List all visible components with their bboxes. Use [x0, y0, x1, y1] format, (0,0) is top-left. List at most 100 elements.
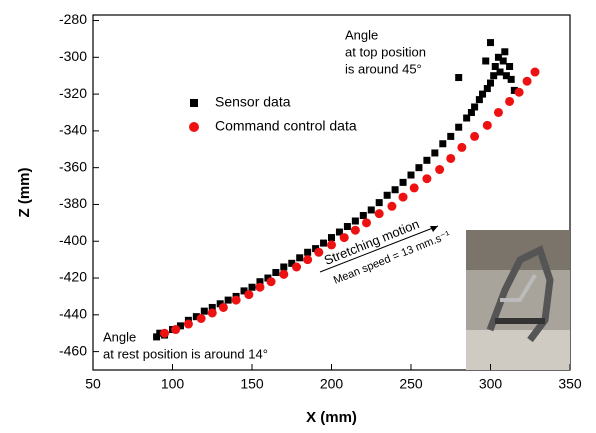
command-point — [303, 255, 313, 265]
command-point — [207, 308, 217, 318]
y-tick-label: -460 — [59, 342, 87, 358]
command-point — [374, 209, 384, 219]
sensor-point — [475, 96, 483, 104]
legend-label: Command control data — [215, 118, 357, 134]
sensor-point — [491, 63, 499, 71]
command-point — [482, 120, 492, 130]
sensor-point — [431, 149, 439, 157]
sensor-point — [487, 39, 494, 47]
sensor-point — [467, 108, 475, 116]
sensor-point — [304, 248, 312, 256]
sensor-point — [208, 303, 216, 311]
command-point — [446, 153, 456, 163]
command-point — [470, 131, 480, 141]
sensor-point — [176, 322, 184, 330]
command-point — [183, 319, 193, 329]
sensor-point — [383, 191, 391, 199]
command-point — [279, 269, 289, 279]
sensor-point — [463, 114, 471, 122]
sensor-point — [415, 164, 423, 172]
sensor-point — [375, 199, 383, 207]
sensor-point — [439, 140, 447, 148]
sensor-point — [423, 156, 431, 164]
sensor-point — [240, 287, 248, 295]
y-tick-label: -400 — [59, 232, 87, 248]
command-point — [514, 87, 524, 97]
sensor-point — [490, 72, 498, 80]
sensor-point — [399, 178, 407, 186]
command-point — [339, 233, 349, 243]
command-point — [522, 76, 532, 86]
y-tick-label: -280 — [59, 11, 87, 27]
sensor-point — [359, 211, 367, 219]
sensor-point — [455, 123, 463, 131]
x-tick-label: 50 — [85, 376, 101, 392]
command-point — [171, 325, 181, 335]
command-point — [266, 277, 276, 287]
y-axis-title: Z (mm) — [16, 168, 33, 218]
command-point — [398, 192, 408, 202]
sensor-point — [407, 171, 415, 179]
command-point — [314, 247, 324, 257]
sensor-point — [447, 132, 455, 140]
x-tick-label: 350 — [558, 376, 582, 392]
legend-label: Sensor data — [215, 94, 291, 110]
annotation-top: is around 45° — [345, 61, 422, 76]
x-tick-label: 150 — [240, 376, 264, 392]
sensor-point — [455, 74, 463, 82]
sensor-point — [156, 329, 164, 337]
inset-photo — [466, 230, 570, 370]
sensor-point — [501, 48, 509, 56]
x-axis-title: X (mm) — [306, 409, 357, 426]
sensor-point — [280, 263, 288, 271]
command-point — [244, 290, 254, 300]
x-tick-label: 200 — [320, 376, 344, 392]
sensor-point — [367, 206, 375, 214]
command-point — [196, 313, 206, 323]
arrow-head — [430, 226, 438, 232]
command-point — [505, 96, 515, 106]
command-point — [409, 183, 419, 193]
sensor-point — [328, 234, 335, 242]
y-tick-label: -440 — [59, 306, 87, 322]
x-tick-label: 100 — [161, 376, 185, 392]
command-point — [350, 225, 360, 235]
x-tick-label: 300 — [479, 376, 503, 392]
sensor-point — [256, 278, 264, 286]
sensor-point — [471, 103, 479, 111]
command-point — [530, 67, 540, 77]
sensor-point — [272, 269, 280, 277]
sensor-point — [216, 300, 224, 308]
y-tick-label: -320 — [59, 85, 87, 101]
sensor-point — [487, 79, 494, 87]
sensor-point — [248, 283, 256, 291]
sensor-point — [483, 85, 491, 93]
sensor-point — [502, 72, 510, 80]
sensor-point — [479, 90, 487, 98]
legend-box — [170, 88, 410, 144]
command-point — [231, 295, 241, 305]
y-tick-label: -300 — [59, 48, 87, 64]
sensor-point — [496, 68, 504, 76]
annotation-top: Angle — [345, 27, 378, 42]
y-tick-label: -340 — [59, 122, 87, 138]
motion-arrow — [319, 225, 439, 273]
annotation-top: at top position — [345, 44, 426, 59]
sensor-point — [224, 296, 232, 304]
y-tick-label: -420 — [59, 269, 87, 285]
command-point — [387, 201, 397, 211]
sensor-point — [482, 57, 490, 65]
command-point — [422, 174, 432, 184]
sensor-point — [499, 57, 507, 65]
command-point — [218, 302, 228, 312]
y-tick-label: -380 — [59, 195, 87, 211]
command-point — [361, 218, 371, 228]
sensor-point — [288, 259, 296, 267]
legend-marker — [190, 99, 198, 107]
sensor-point — [335, 228, 343, 236]
sensor-point — [510, 86, 518, 94]
command-point — [160, 328, 170, 338]
legend-marker — [189, 122, 199, 132]
sensor-point — [506, 63, 514, 71]
